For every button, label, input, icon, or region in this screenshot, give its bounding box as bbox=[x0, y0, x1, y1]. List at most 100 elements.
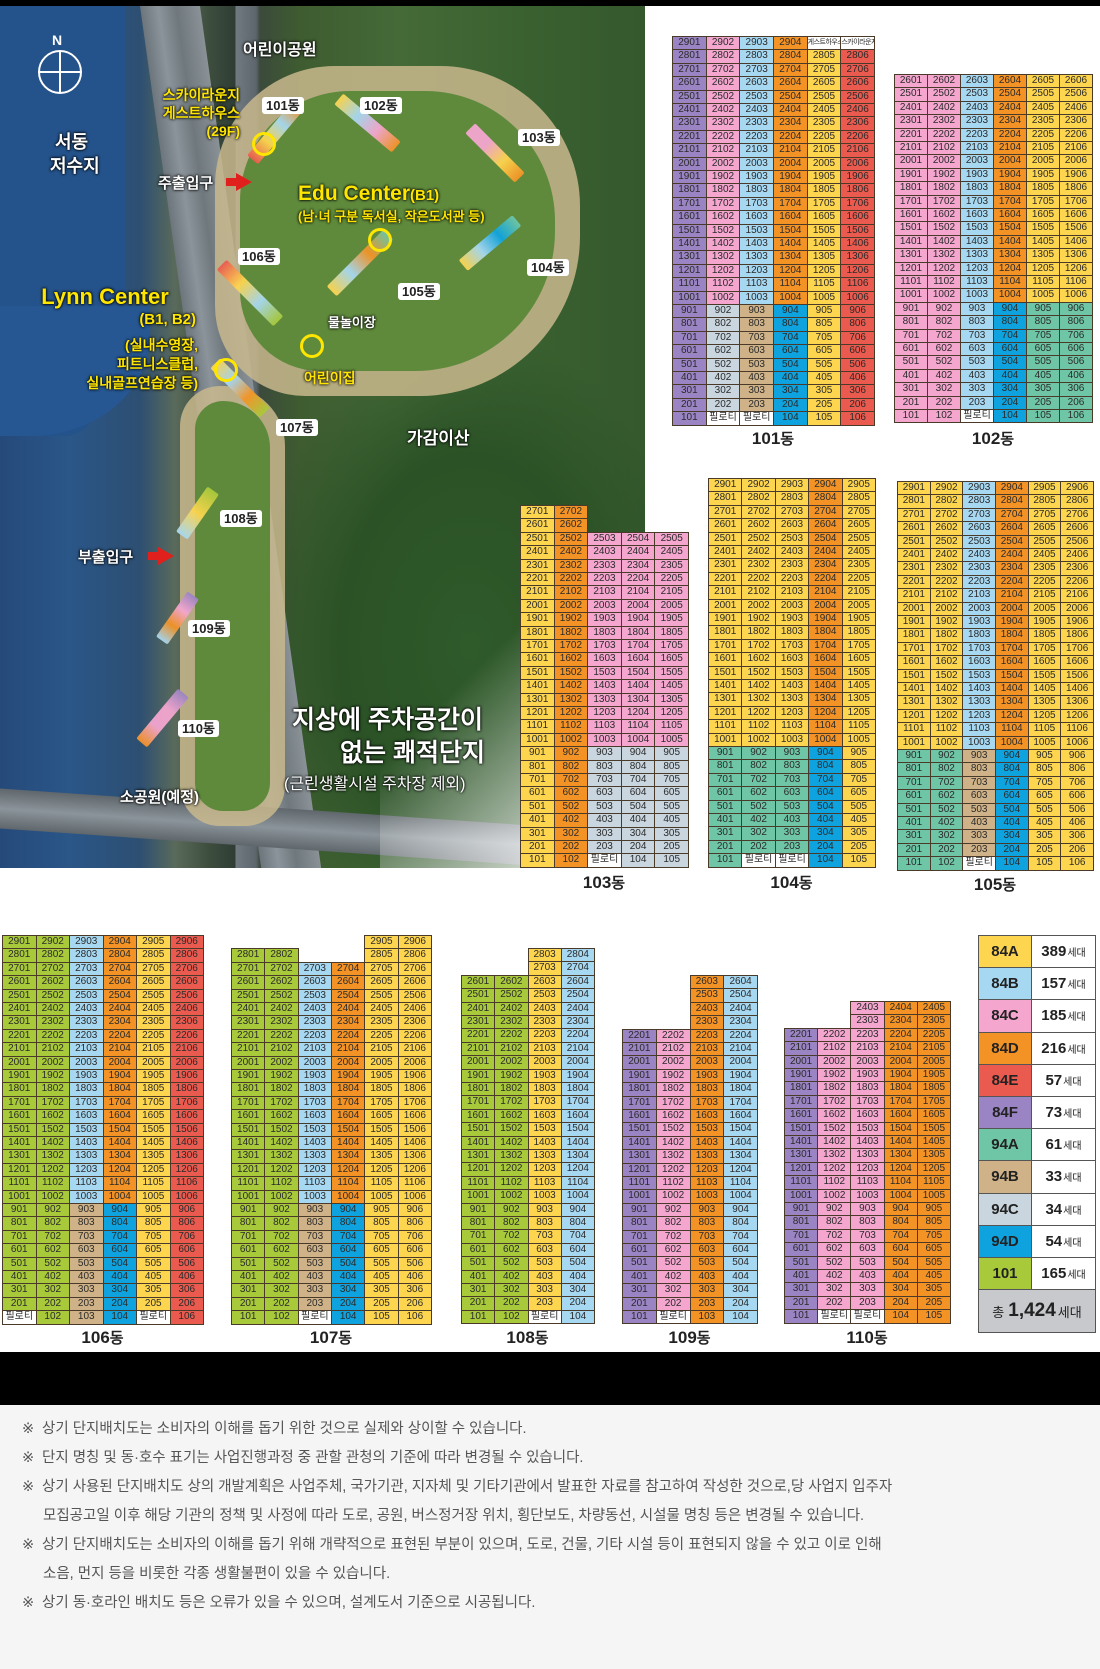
unit-cell: 2101 bbox=[2, 1042, 37, 1057]
unit-cell: 301 bbox=[622, 1283, 657, 1298]
unit-cell: 2805 bbox=[364, 948, 399, 963]
legend-count: 34 세대 bbox=[1045, 1200, 1082, 1218]
unit-cell: 102 bbox=[929, 856, 964, 871]
unit-cell: 1805 bbox=[654, 625, 689, 640]
unit-cell: 1601 bbox=[2, 1109, 37, 1124]
unit-cell: 2505 bbox=[136, 988, 171, 1003]
unit-cell: 1606 bbox=[1060, 655, 1094, 670]
unit-cell: 1303 bbox=[774, 692, 810, 707]
piloti-cell: 필로티 bbox=[527, 1309, 562, 1325]
unit-cell: 803 bbox=[69, 1216, 104, 1231]
unit-cell: 806 bbox=[169, 1216, 204, 1231]
unit-cell: 2105 bbox=[1027, 588, 1062, 603]
unit-cell: 405 bbox=[916, 1269, 951, 1284]
unit-cell: 2606 bbox=[397, 975, 432, 990]
unit-cell: 2005 bbox=[806, 156, 842, 171]
unit-cell: 2505 bbox=[1027, 534, 1062, 549]
unit-cell: 2006 bbox=[840, 156, 875, 171]
unit-cell: 1702 bbox=[35, 1095, 70, 1111]
legend-total: 총 1,424 세대 bbox=[979, 1290, 1095, 1333]
unit-cell: 1803 bbox=[69, 1082, 104, 1097]
unit-cell: 801 bbox=[520, 759, 555, 774]
unit-cell: 1905 bbox=[841, 612, 876, 627]
legend-row-94D: 94D 54 세대 bbox=[979, 1225, 1095, 1258]
unit-cell: 1002 bbox=[741, 732, 776, 747]
unit-cell: 2606 bbox=[840, 76, 875, 91]
unit-cell: 1004 bbox=[723, 1189, 758, 1204]
unit-cell: 2405 bbox=[1027, 548, 1062, 563]
unit-cell: 2504 bbox=[560, 988, 595, 1003]
unit-cell: 305 bbox=[806, 384, 842, 399]
unit-cell: 2304 bbox=[331, 1015, 366, 1030]
unit-cell: 2603 bbox=[739, 76, 774, 91]
unit-cell: 1301 bbox=[461, 1149, 496, 1164]
unit-cell: 1204 bbox=[995, 708, 1029, 724]
unit-cell: 2304 bbox=[102, 1015, 137, 1030]
unit-cell: 603 bbox=[69, 1243, 104, 1258]
unit-cell: 2003 bbox=[527, 1055, 562, 1070]
unit-cell: 1003 bbox=[587, 732, 622, 748]
unit-cell: 1304 bbox=[620, 692, 656, 707]
unit-cell: 2006 bbox=[169, 1055, 204, 1070]
unit-cell: 2204 bbox=[331, 1028, 366, 1044]
unit-cell: 1803 bbox=[962, 628, 996, 643]
unit-cell: 404 bbox=[883, 1269, 918, 1284]
unit-cell: 1201 bbox=[708, 705, 743, 721]
unit-cell: 1604 bbox=[808, 652, 843, 667]
unit-cell: 1203 bbox=[960, 261, 994, 276]
unit-cell: 805 bbox=[136, 1216, 171, 1231]
unit-cell: 1502 bbox=[817, 1121, 852, 1136]
unit-cell: 1206 bbox=[169, 1162, 204, 1178]
unit-cell: 901 bbox=[894, 301, 928, 317]
unit-cell: 606 bbox=[169, 1243, 204, 1258]
unit-cell: 201 bbox=[2, 1296, 37, 1312]
unit-cell: 2103 bbox=[297, 1042, 332, 1057]
unit-cell: 2302 bbox=[494, 1015, 529, 1030]
reference-mark-icon: ※ bbox=[22, 1537, 35, 1553]
unit-cell: 2102 bbox=[553, 585, 589, 600]
unit-cell: 904 bbox=[808, 746, 843, 761]
piloti-cell: 필로티 bbox=[739, 411, 774, 426]
unit-cell: 1205 bbox=[841, 705, 876, 721]
unit-cell: 1101 bbox=[894, 275, 928, 290]
unit-cell: 502 bbox=[929, 802, 964, 817]
unit-cell: 1503 bbox=[527, 1122, 562, 1137]
unit-cell: 2705 bbox=[841, 504, 876, 520]
unit-cell: 1604 bbox=[993, 208, 1027, 223]
unit-cell: 604 bbox=[723, 1243, 758, 1258]
unit-cell: 402 bbox=[655, 1269, 691, 1285]
unit-cell: 2002 bbox=[553, 598, 589, 614]
unit-cell: 501 bbox=[622, 1256, 657, 1271]
unit-cell: 1503 bbox=[297, 1122, 332, 1137]
unit-cell: 804 bbox=[995, 762, 1029, 777]
unit-cell: 406 bbox=[397, 1270, 432, 1285]
unit-cell: 2204 bbox=[723, 1028, 758, 1043]
unit-cell: 1604 bbox=[723, 1109, 758, 1124]
unit-cell: 404 bbox=[723, 1269, 758, 1285]
unit-cell: 206 bbox=[840, 397, 875, 413]
legend-count: 185 세대 bbox=[1041, 1007, 1086, 1025]
unit-cell: 2301 bbox=[461, 1015, 496, 1030]
unit-cell: 1702 bbox=[553, 639, 589, 654]
unit-cell: 301 bbox=[708, 826, 743, 841]
unit-cell: 801 bbox=[672, 317, 707, 332]
unit-cell: 2306 bbox=[397, 1015, 432, 1030]
unit-cell: 801 bbox=[2, 1216, 37, 1231]
unit-cell: 2104 bbox=[773, 143, 808, 158]
unit-cell: 2204 bbox=[808, 571, 843, 587]
unit-cell: 2201 bbox=[520, 572, 555, 587]
unit-cell: 601 bbox=[897, 789, 931, 804]
unit-cell: 704 bbox=[808, 772, 843, 788]
unit-cell: 2501 bbox=[708, 531, 743, 546]
unit-cell: 701 bbox=[894, 328, 928, 343]
unit-cell: 2106 bbox=[169, 1042, 204, 1057]
unit-cell: 2301 bbox=[520, 558, 555, 573]
unit-cell: 503 bbox=[774, 799, 810, 814]
unit-cell: 2506 bbox=[397, 988, 432, 1003]
unit-cell: 1203 bbox=[850, 1161, 885, 1177]
unit-cell: 2905 bbox=[136, 935, 171, 950]
unit-cell: 803 bbox=[297, 1216, 332, 1231]
main-entrance-label: 주출입구 bbox=[158, 175, 214, 192]
unit-cell: 702 bbox=[705, 330, 741, 346]
unit-cell: 504 bbox=[331, 1256, 366, 1271]
